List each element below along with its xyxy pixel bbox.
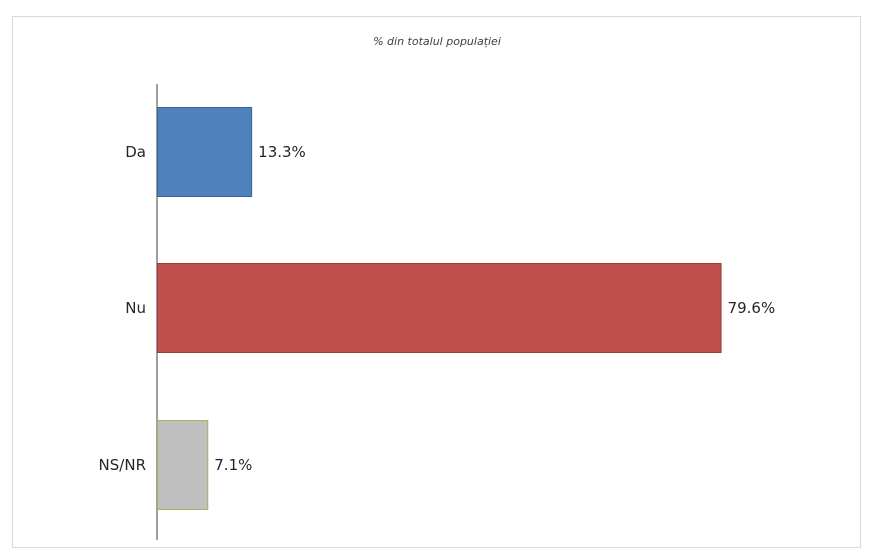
data-label: 79.6% (728, 299, 776, 317)
category-label: Nu (125, 299, 146, 317)
data-label: 13.3% (258, 143, 306, 161)
bar-ns-nr (157, 420, 209, 510)
category-label: Da (125, 143, 146, 161)
bar-nu (157, 263, 722, 353)
chart-title: % din totalul populației (373, 35, 501, 48)
bar-da (157, 107, 253, 197)
category-label: NS/NR (99, 456, 146, 474)
data-label: 7.1% (214, 456, 252, 474)
